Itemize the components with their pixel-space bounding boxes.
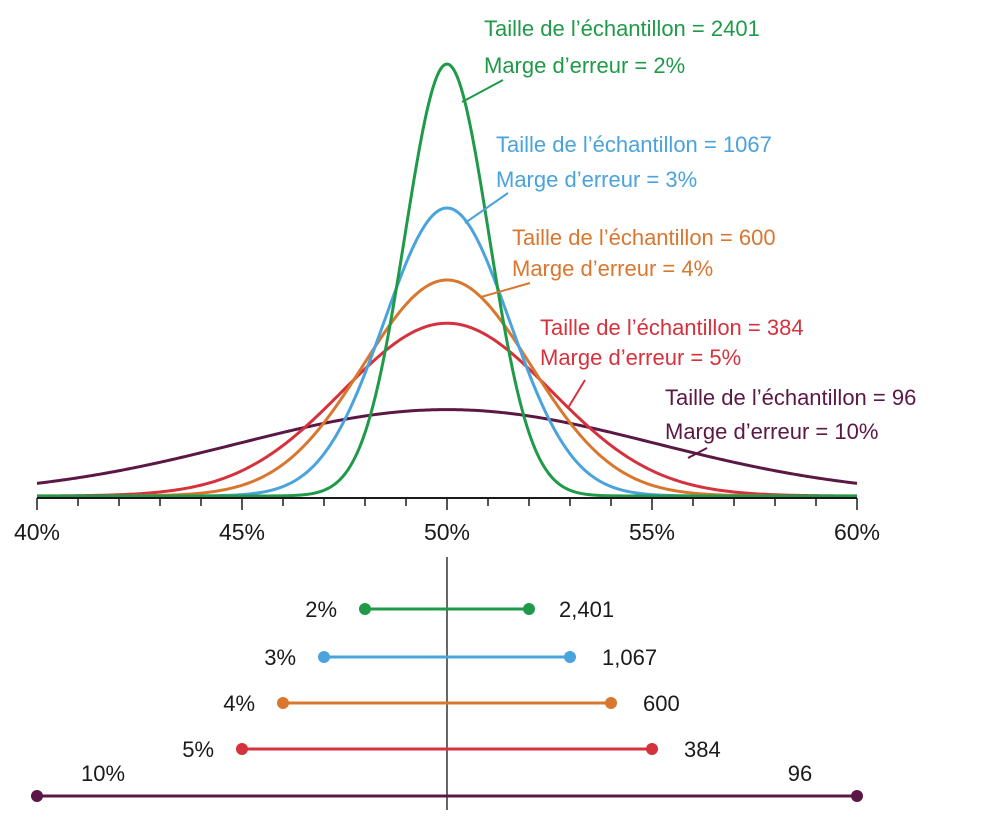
- ci-right-dot-384: [646, 743, 658, 755]
- ci-left-dot-384: [236, 743, 248, 755]
- annotation-leader-384: [567, 379, 586, 409]
- annotation-leader-96: [687, 447, 708, 459]
- x-tick-label: 50%: [424, 519, 470, 545]
- ci-left-dot-96: [31, 790, 43, 802]
- x-tick-label: 60%: [834, 519, 880, 545]
- annotation-sample-size-2401: Taille de l’échantillon = 2401: [484, 16, 760, 41]
- annotation-sample-size-600: Taille de l’échantillon = 600: [512, 225, 776, 250]
- curve-n-384: [36, 321, 858, 498]
- curve-n-96: [36, 408, 858, 485]
- ci-right-dot-600: [605, 697, 617, 709]
- ci-margin-label-384: 5%: [182, 737, 214, 762]
- ci-margin-label-1067: 3%: [264, 645, 296, 670]
- annotation-leader-2401: [461, 79, 504, 103]
- annotation-sample-size-1067: Taille de l’échantillon = 1067: [496, 132, 772, 157]
- annotation-margin-96: Marge d’erreur = 10%: [665, 419, 878, 444]
- x-tick-label: 55%: [629, 519, 675, 545]
- ci-size-label-2401: 2,401: [559, 597, 614, 622]
- ci-size-label-1067: 1,067: [602, 645, 657, 670]
- annotation-margin-1067: Marge d’erreur = 3%: [496, 167, 697, 192]
- ci-margin-label-600: 4%: [223, 691, 255, 716]
- curve-n-2401: [37, 62, 857, 498]
- ci-right-dot-2401: [523, 603, 535, 615]
- ci-left-dot-1067: [318, 651, 330, 663]
- ci-size-label-600: 600: [643, 691, 680, 716]
- confidence-intervals: 2% 2,401 3% 1,067 4% 600 5% 384 10% 96: [31, 557, 863, 810]
- ci-left-dot-2401: [359, 603, 371, 615]
- ci-size-label-96: 96: [788, 761, 812, 786]
- annotation-margin-384: Marge d’erreur = 5%: [540, 345, 741, 370]
- ci-margin-label-96: 10%: [81, 761, 125, 786]
- annotation-sample-size-384: Taille de l’échantillon = 384: [540, 315, 804, 340]
- annotation-margin-600: Marge d’erreur = 4%: [512, 256, 713, 281]
- ci-left-dot-600: [277, 697, 289, 709]
- x-tick-label: 45%: [219, 519, 265, 545]
- annotation-leader-600: [480, 282, 531, 298]
- ci-size-label-384: 384: [684, 737, 721, 762]
- x-axis: 40% 45% 50% 55% 60%: [14, 497, 880, 545]
- curve-annotations: Taille de l’échantillon = 2401 Marge d’er…: [461, 16, 916, 459]
- ci-margin-label-2401: 2%: [305, 597, 337, 622]
- annotation-leader-1067: [464, 192, 509, 224]
- ci-right-dot-96: [851, 790, 863, 802]
- ci-right-dot-1067: [564, 651, 576, 663]
- x-tick-label: 40%: [14, 519, 60, 545]
- annotation-sample-size-96: Taille de l’échantillon = 96: [665, 385, 916, 410]
- density-curves: [36, 62, 858, 498]
- annotation-margin-2401: Marge d’erreur = 2%: [484, 53, 685, 78]
